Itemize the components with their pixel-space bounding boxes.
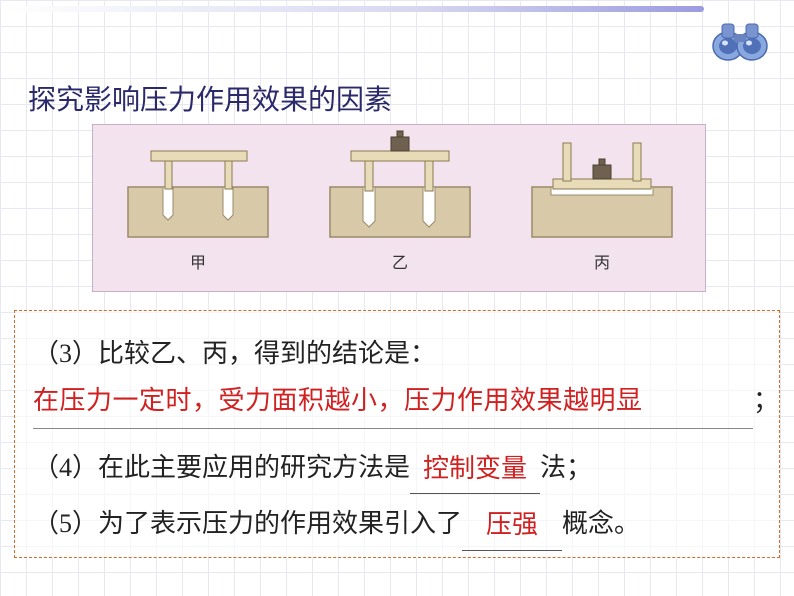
experiment-yi: 乙 [315, 125, 485, 273]
q5-before: （5）为了表示压力的作用效果引入了 [33, 509, 462, 538]
q3-answer: 在压力一定时，受力面积越小，压力作用效果越明显 [33, 376, 753, 428]
q4-before: （4）在此主要应用的研究方法是 [33, 453, 410, 482]
experiment-label: 甲 [113, 249, 283, 273]
q3-prompt: （3）比较乙、丙，得到的结论是： [33, 329, 767, 378]
q4-after: 法； [540, 453, 592, 482]
page-title: 探究影响压力作用效果的因素 [28, 78, 392, 118]
experiment-label: 丙 [517, 249, 687, 273]
q3-answer-text: 在压力一定时，受力面积越小，压力作用效果越明显 [33, 386, 643, 415]
experiment-jia: 甲 [113, 125, 283, 273]
q3-tail: ； [753, 386, 779, 415]
experiment-diagram: 甲 乙 丙 [92, 124, 706, 292]
answer-panel: （3）比较乙、丙，得到的结论是： 在压力一定时，受力面积越小，压力作用效果越明显… [14, 310, 780, 558]
q3-answer-line: 在压力一定时，受力面积越小，压力作用效果越明显； [33, 376, 767, 428]
q3-prompt-text: （3）比较乙、丙，得到的结论是： [33, 339, 436, 368]
q5-answer: 压强 [486, 510, 538, 539]
q5-line: （5）为了表示压力的作用效果引入了压强概念。 [33, 499, 767, 549]
q4-line: （4）在此主要应用的研究方法是控制变量法； [33, 443, 767, 493]
experiment-label: 乙 [315, 249, 485, 273]
top-accent-bar [4, 6, 704, 12]
binoculars-icon [708, 12, 772, 68]
experiment-bing: 丙 [517, 125, 687, 273]
q4-answer: 控制变量 [423, 454, 527, 483]
q5-after: 概念。 [562, 509, 640, 538]
